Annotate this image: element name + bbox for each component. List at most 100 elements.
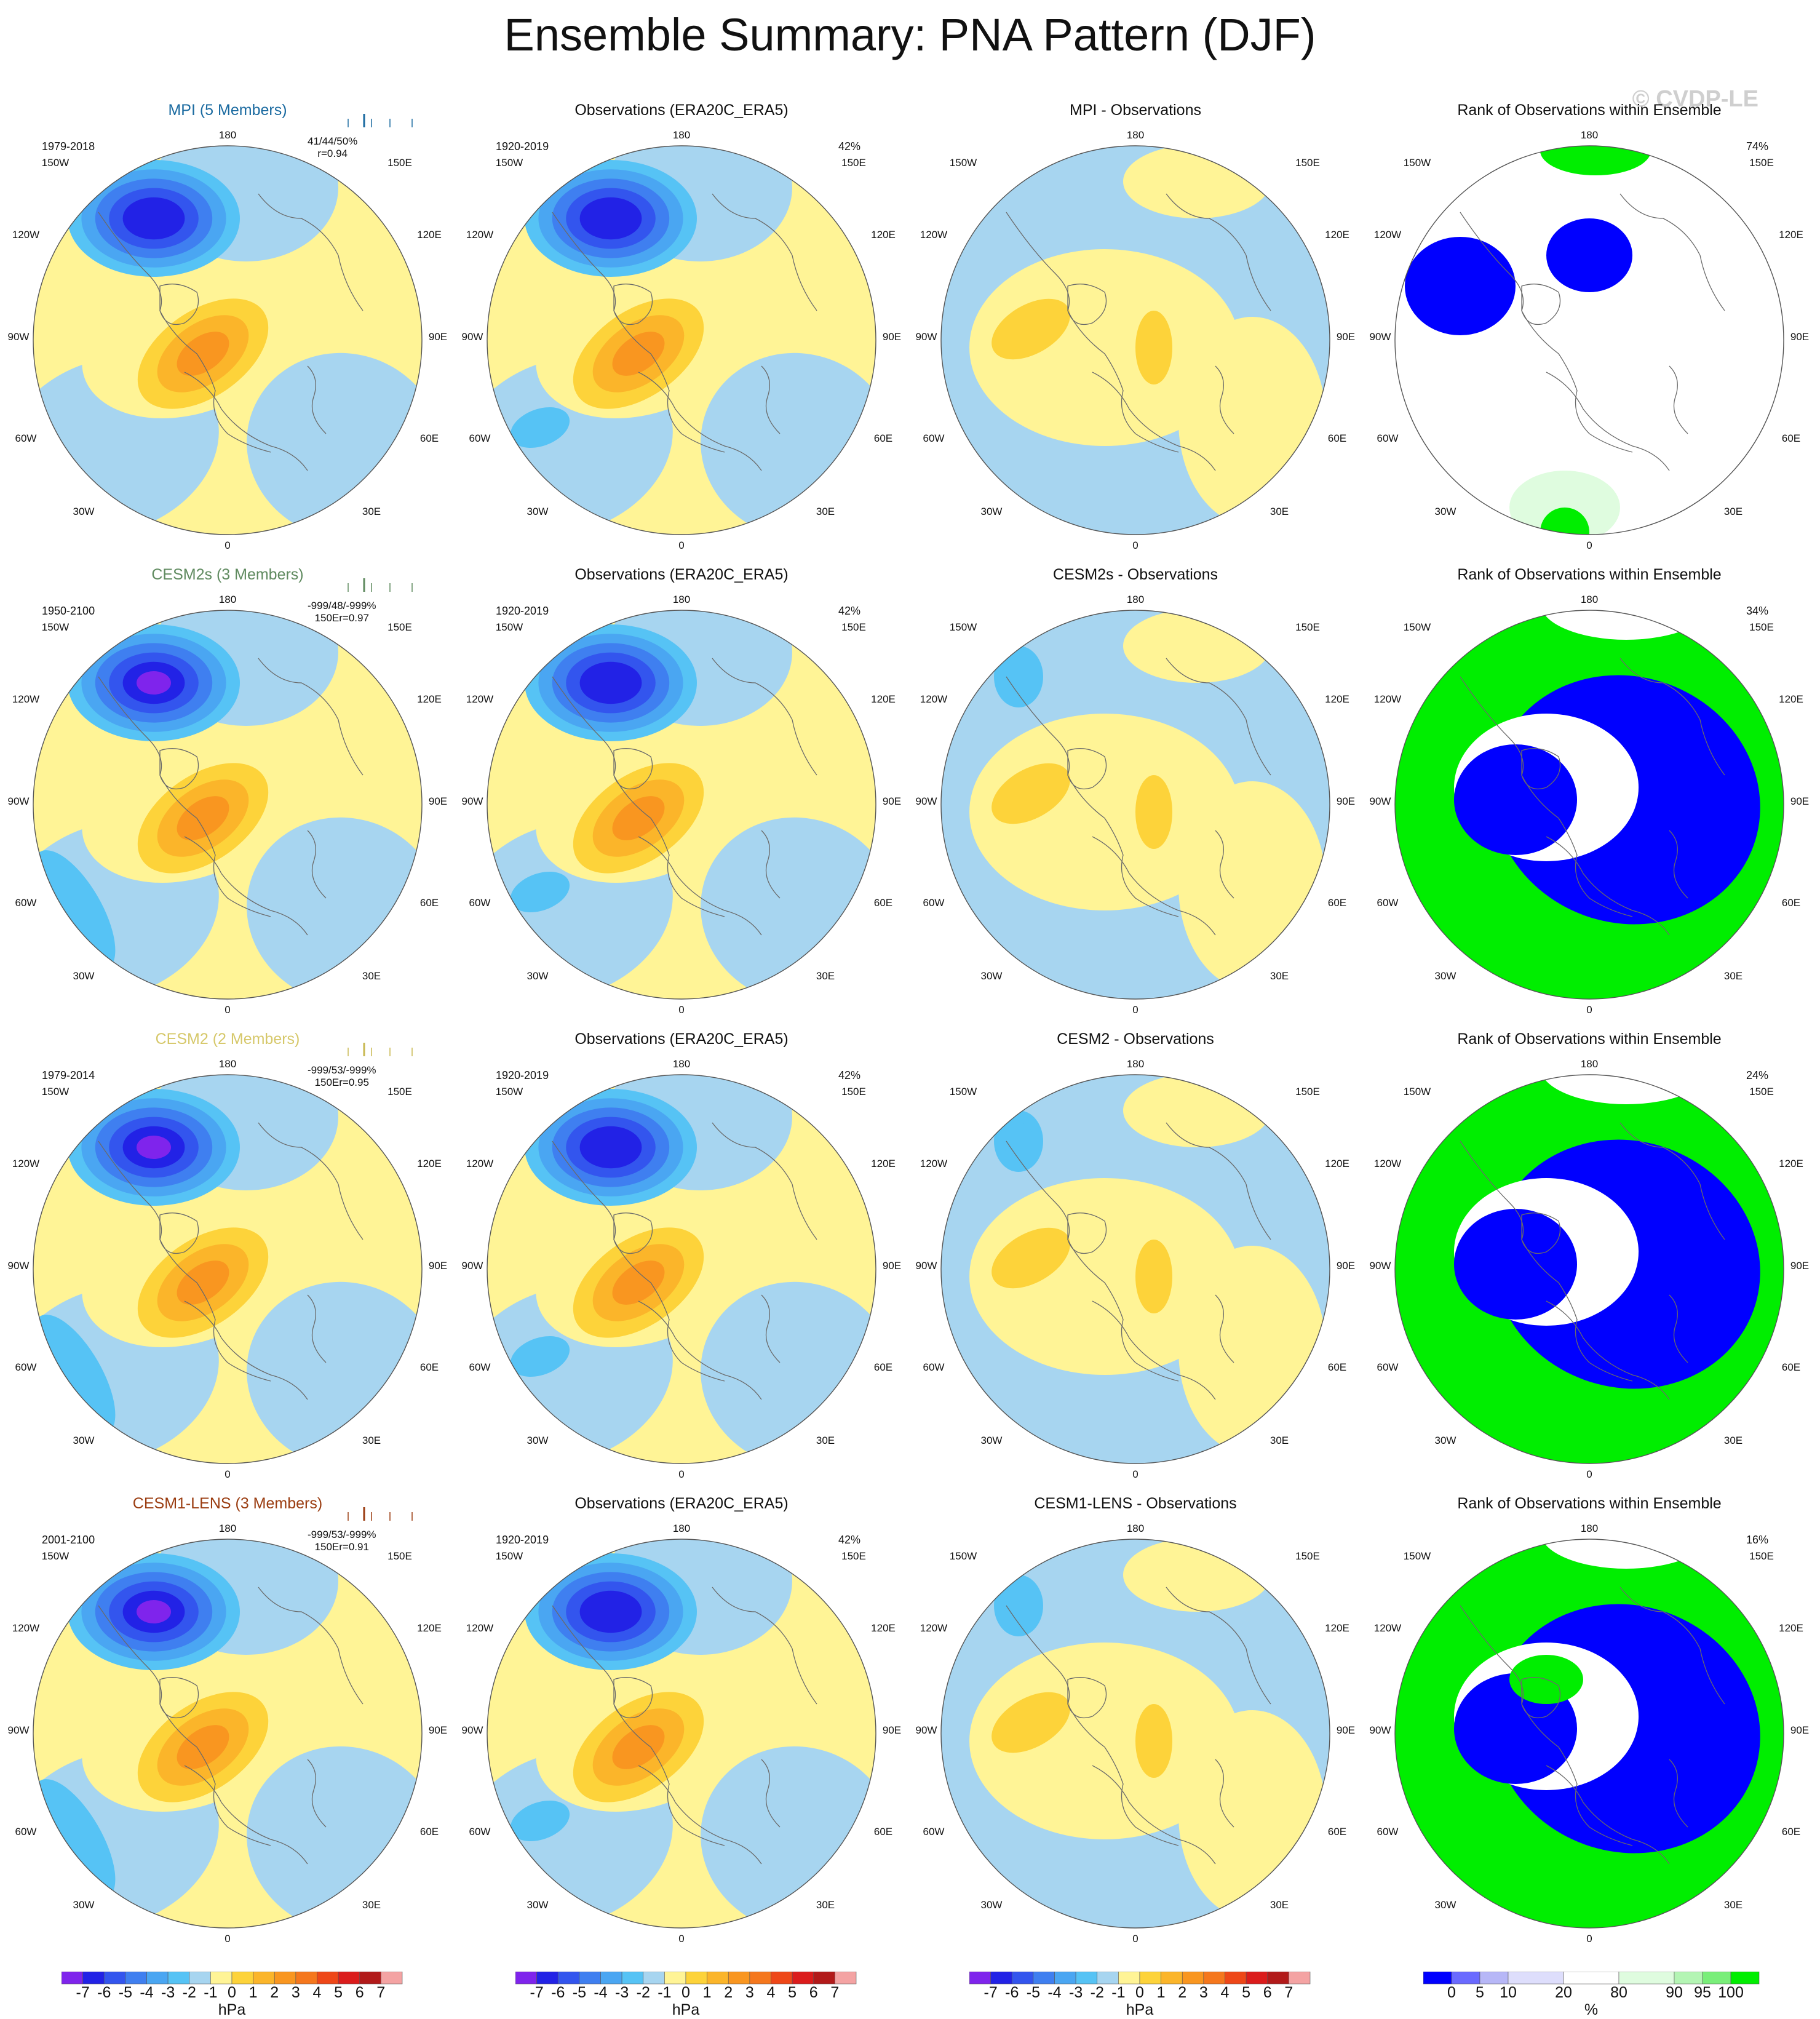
- map-boundary: [940, 145, 1330, 535]
- colorbar-swatch: [835, 1972, 857, 1985]
- longitude-label: 150W: [949, 621, 977, 633]
- colorbar-tick-label: 1: [248, 1984, 258, 2001]
- longitude-label: 180: [218, 129, 237, 141]
- negative-anomaly: [510, 1801, 570, 1841]
- polar-map: [33, 610, 423, 1000]
- longitude-label: 30E: [816, 1899, 835, 1911]
- longitude-label: 60E: [873, 897, 893, 909]
- longitude-label: 150E: [841, 157, 866, 169]
- polar-map: [1394, 1539, 1784, 1929]
- longitude-label: 90W: [915, 1724, 937, 1736]
- longitude-label: 30W: [527, 506, 549, 517]
- colorbar-swatch: [515, 1972, 537, 1985]
- colorbar-tick-label: 6: [809, 1984, 818, 2001]
- longitude-label: 150E: [387, 1550, 412, 1562]
- panel-obs-row3: Observations (ERA20C_ERA5) 1920-2019 42% 18…: [454, 1030, 909, 1493]
- colorbar-tick-label: -7: [530, 1984, 544, 2001]
- panel-obs-row1: Observations (ERA20C_ERA5) 1920-2019 42% 18…: [454, 102, 909, 564]
- colorbar-tick-label: 0: [682, 1984, 690, 2001]
- longitude-label: 30E: [1723, 1899, 1743, 1911]
- longitude-label: 120E: [417, 1622, 442, 1634]
- colorbar-swatch: [295, 1972, 317, 1985]
- longitude-label: 30E: [1270, 1435, 1289, 1446]
- coastline: [98, 1587, 364, 1865]
- longitude-label: 30E: [1270, 506, 1289, 517]
- map-field: [941, 146, 1330, 535]
- colorbar-tick-label: -4: [140, 1984, 154, 2001]
- longitude-label: 90W: [7, 1724, 30, 1736]
- polar-map: [940, 1539, 1330, 1929]
- positive-anomaly-contour: [177, 1725, 229, 1769]
- panel-title: Observations (ERA20C_ERA5): [574, 102, 789, 119]
- longitude-label: 120W: [466, 1158, 494, 1169]
- longitude-label: 90E: [428, 1260, 448, 1272]
- stats-line: -999/53/-999%: [308, 1064, 376, 1076]
- colorbar-swatch: [1118, 1972, 1140, 1985]
- panel-title: Observations (ERA20C_ERA5): [574, 1030, 789, 1048]
- colorbar-tick-label: 20: [1555, 1984, 1572, 2001]
- colorbar-swatch: [1423, 1972, 1452, 1985]
- positive-anomaly: [969, 1178, 1240, 1375]
- coastline: [552, 658, 817, 936]
- colorbar-swatches: [969, 1972, 1311, 1985]
- colorbar-tick-label: 4: [1220, 1984, 1230, 2001]
- longitude-label: 150W: [495, 157, 523, 169]
- colorbar-tick-label: -3: [1069, 1984, 1083, 2001]
- longitude-label: 90W: [7, 1260, 30, 1272]
- longitude-label: 60E: [419, 1826, 439, 1838]
- colorbar-swatch: [62, 1972, 83, 1985]
- longitude-label: 150E: [1749, 157, 1774, 169]
- longitude-label: 180: [1126, 1058, 1145, 1070]
- coastline: [98, 1122, 364, 1400]
- longitude-label: 0: [678, 1468, 685, 1480]
- longitude-label: 90W: [915, 795, 937, 807]
- colorbar-swatch: [990, 1972, 1012, 1985]
- positive-anomaly-contour: [991, 1227, 1070, 1289]
- rank-low-region: [1546, 218, 1632, 292]
- longitude-label: 0: [225, 540, 231, 551]
- colorbar-tick-label: -6: [551, 1984, 565, 2001]
- colorbar-unit: hPa: [1126, 2001, 1154, 2018]
- negative-anomaly: [510, 407, 570, 448]
- colorbar-hpa: -7 -6 -5 -4 -3 -2 -1 0 1 2 3 4 5 6 7 hPa: [969, 1972, 1314, 2018]
- percent-label: 74%: [1746, 140, 1769, 153]
- map-boundary: [1394, 145, 1784, 535]
- positive-anomaly-contour: [1135, 1240, 1172, 1313]
- colorbar-tick-label: -1: [204, 1984, 218, 2001]
- colorbar-tick-label: 7: [376, 1984, 386, 2001]
- map-field: [1395, 146, 1784, 535]
- longitude-label: 30W: [73, 1899, 95, 1911]
- positive-anomaly-contour: [1135, 311, 1172, 384]
- longitude-label: 180: [1580, 594, 1599, 605]
- colorbar-swatch: [1182, 1972, 1204, 1985]
- positive-anomaly-contour: [991, 1692, 1070, 1753]
- map-field: [487, 1539, 876, 1928]
- colorbar-swatch: [1451, 1972, 1480, 1985]
- colorbar-tick-label: 90: [1666, 1984, 1683, 2001]
- colorbar-tick-label: 2: [1178, 1984, 1187, 2001]
- colorbar-swatch: [536, 1972, 558, 1985]
- colorbar-unit: hPa: [672, 2001, 700, 2018]
- map-boundary: [487, 610, 876, 1000]
- longitude-label: 180: [672, 1523, 691, 1534]
- colorbar-swatch: [728, 1972, 750, 1985]
- colorbar-tick-label: -3: [615, 1984, 629, 2001]
- percent-label: 42%: [838, 1069, 861, 1081]
- colorbar-swatch: [82, 1972, 105, 1985]
- longitude-label: 90W: [461, 331, 483, 343]
- colorbar-tick-label: 5: [788, 1984, 797, 2001]
- colorbar-swatch: [1508, 1972, 1564, 1985]
- polar-map: [940, 1074, 1330, 1464]
- colorbar-tick-label: -4: [594, 1984, 608, 2001]
- colorbar-swatch: [1139, 1972, 1161, 1985]
- stats-block: -999/48/-999% 150Er=0.97: [308, 600, 376, 624]
- longitude-label: 60E: [1327, 1826, 1347, 1838]
- colorbar-tick-label: 4: [766, 1984, 776, 2001]
- colorbar-tick-label: -6: [1005, 1984, 1019, 2001]
- stats-block: 41/44/50% r=0.94: [308, 135, 357, 160]
- colorbar-unit: hPa: [218, 2001, 246, 2018]
- longitude-label: 90W: [1369, 1724, 1391, 1736]
- pacific-low-contour: [579, 1590, 642, 1633]
- colorbar-swatch: [1097, 1972, 1119, 1985]
- longitude-label: 120E: [417, 1158, 442, 1169]
